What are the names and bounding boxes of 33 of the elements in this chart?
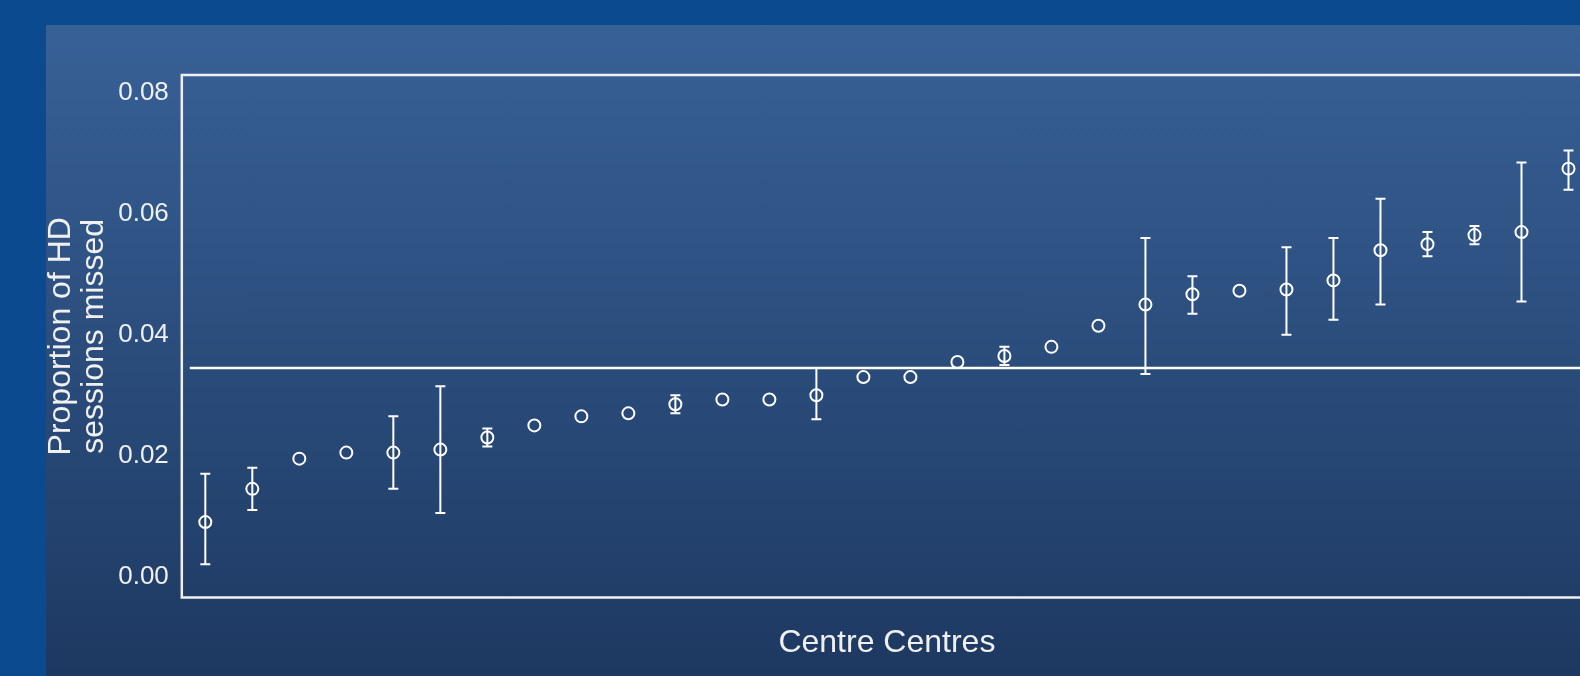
point: [1044, 339, 1059, 354]
point: [1279, 282, 1294, 297]
point: [1561, 161, 1576, 176]
point: [1185, 287, 1200, 302]
point: [1420, 237, 1435, 252]
point: [339, 445, 354, 460]
y-tick-label: 0.08: [118, 76, 169, 107]
point: [762, 392, 777, 407]
point: [386, 445, 401, 460]
point: [715, 392, 730, 407]
y-tick-label: 0.00: [118, 559, 169, 590]
y-tick-label: 0.04: [118, 317, 169, 348]
y-tick-label: 0.06: [118, 197, 169, 228]
point: [856, 370, 871, 385]
point: [1091, 318, 1106, 333]
y-tick-label: 0.02: [118, 438, 169, 469]
point: [1326, 273, 1341, 288]
point: [198, 515, 213, 530]
point: [574, 409, 589, 424]
point: [950, 354, 965, 369]
y-axis-title: Proportion of HD sessions missed: [40, 217, 111, 456]
point: [433, 442, 448, 457]
point: [621, 406, 636, 421]
point: [1373, 243, 1388, 258]
point: [1232, 283, 1247, 298]
point: [527, 418, 542, 433]
point: [809, 388, 824, 403]
point: [1138, 297, 1153, 312]
point: [292, 451, 307, 466]
point: [903, 370, 918, 385]
x-axis-title: Centre Centres: [778, 622, 996, 659]
point: [1514, 225, 1529, 240]
point: [245, 481, 260, 496]
